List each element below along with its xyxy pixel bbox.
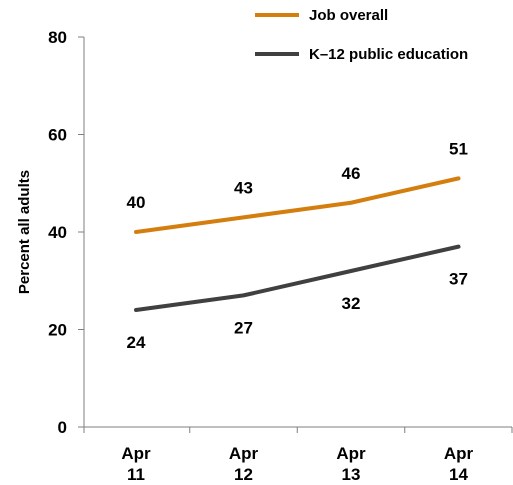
series-lines [134,176,461,312]
y-axis-ticks: 0 20 40 60 80 [48,28,84,437]
y-axis-title: Percent all adults [16,170,33,294]
x-axis-ticks: Apr 11 Apr 12 Apr 13 Apr 14 [83,427,513,484]
y-tick-label: 20 [48,321,67,340]
x-tick-label-line2: 14 [449,465,468,484]
y-tick-label: 60 [48,126,67,145]
x-tick-label-line1: Apr [229,444,259,463]
data-labels: 40 43 46 51 24 27 32 37 [127,139,468,352]
x-tick-label-line2: 11 [127,465,145,484]
data-label: 24 [127,333,146,352]
data-label: 40 [127,193,146,212]
series-line-1 [134,176,461,234]
data-label: 27 [234,318,253,337]
data-label: 46 [342,164,361,183]
data-label: 51 [449,139,468,158]
legend-label-1: Job overall [309,7,388,24]
data-label: 37 [449,270,468,289]
data-label: 43 [234,178,253,197]
legend-label-2: K–12 public education [309,46,468,63]
series-line-2 [134,244,461,312]
y-tick-label: 0 [58,418,67,437]
x-tick-label-line1: Apr [444,444,474,463]
y-tick-label: 40 [48,223,67,242]
x-tick-label-line2: 12 [234,465,253,484]
data-label: 32 [342,294,361,313]
x-tick-label-line1: Apr [336,444,366,463]
legend: Job overall K–12 public education [255,7,468,63]
y-tick-label: 80 [48,28,67,47]
x-tick-label-line1: Apr [121,444,151,463]
x-tick-label-line2: 13 [342,465,361,484]
